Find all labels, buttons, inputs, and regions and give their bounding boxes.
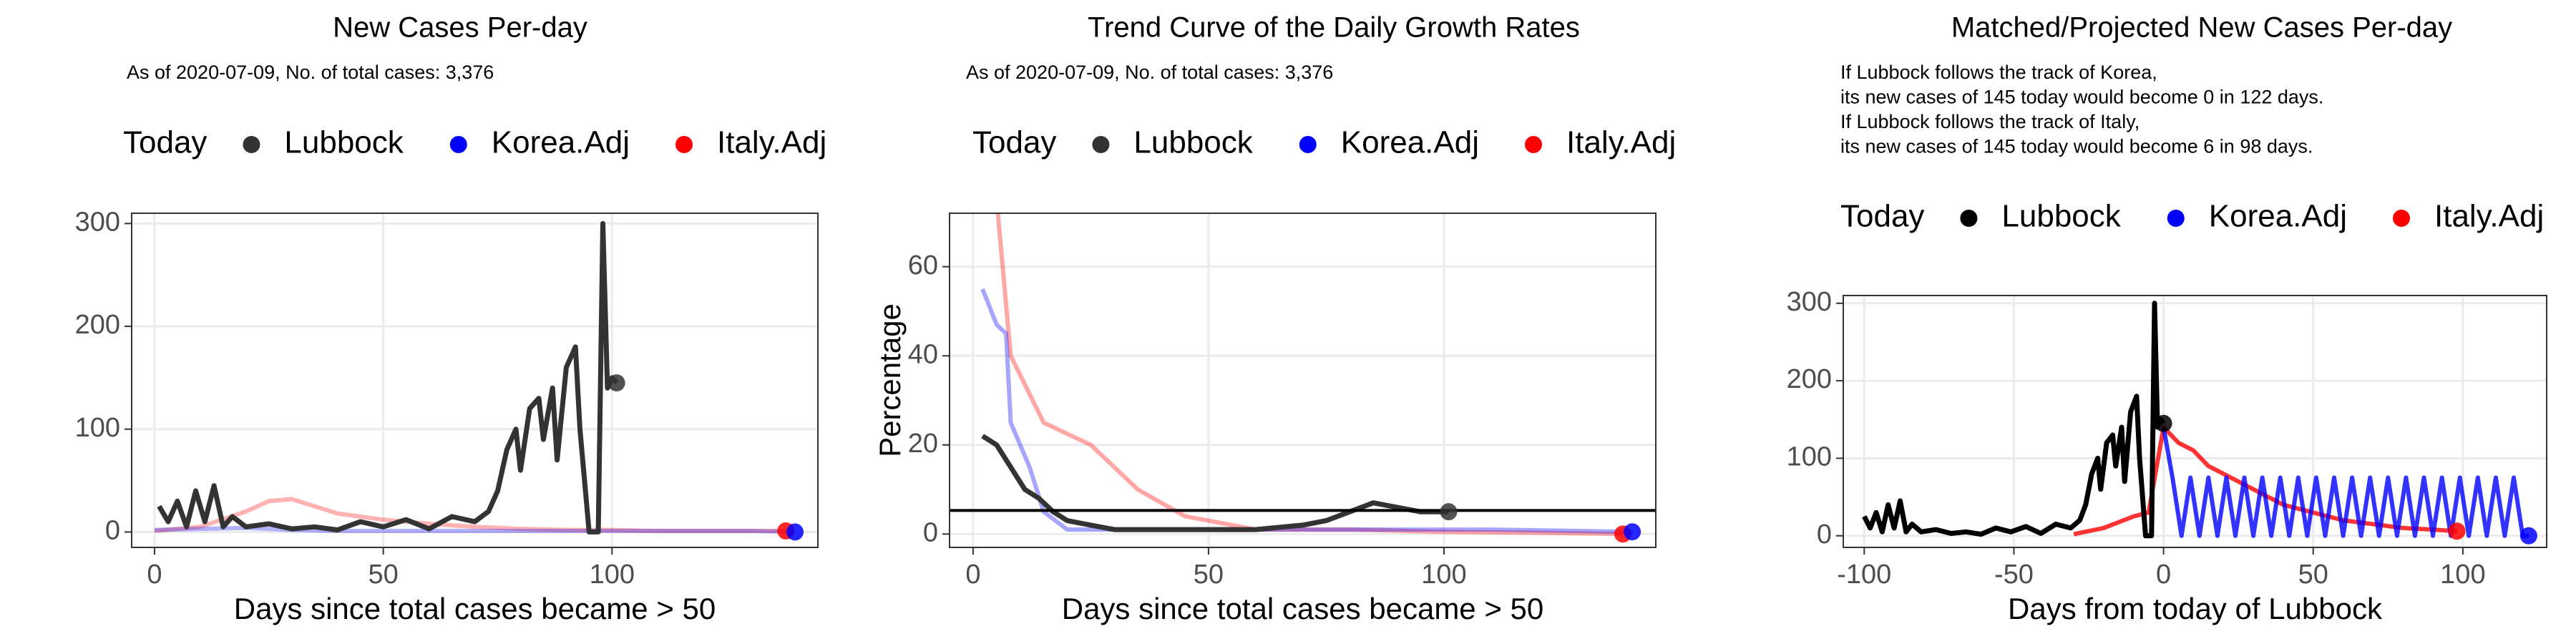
- legend-label: Korea.Adj: [2209, 199, 2347, 234]
- x-tick-label: 0: [2156, 560, 2171, 590]
- series-line: [154, 525, 796, 535]
- note: its new cases of 145 today would become …: [1840, 87, 2323, 108]
- series-line: [1862, 301, 2166, 539]
- plot-border: [1843, 295, 2547, 548]
- y-tick-label: 40: [908, 339, 938, 369]
- legend-marker: [675, 136, 693, 153]
- x-tick-label: -50: [1994, 560, 2034, 590]
- plot-border: [949, 213, 1657, 548]
- y-axis-label: Percentage: [873, 303, 907, 457]
- legend-label: Korea.Adj: [1341, 125, 1479, 160]
- legend-marker: [1525, 136, 1543, 153]
- x-tick-label: 50: [2298, 560, 2328, 590]
- legend-marker: [2393, 210, 2411, 227]
- y-tick-label: 200: [75, 310, 120, 340]
- today-point: [608, 374, 625, 392]
- subtitle: As of 2020-07-09, No. of total cases: 3,…: [127, 62, 494, 83]
- legend-label: Lubbock: [2001, 199, 2121, 234]
- x-tick-label: 100: [590, 560, 635, 590]
- legend-title: Today: [1840, 199, 1924, 234]
- series-line: [995, 213, 1623, 537]
- x-tick-label: 0: [965, 560, 980, 590]
- legend-title: Today: [972, 125, 1056, 160]
- plot-border: [131, 213, 819, 548]
- y-tick-label: 60: [908, 250, 938, 280]
- legend-label: Korea.Adj: [492, 125, 630, 160]
- x-tick-label: 100: [2440, 560, 2485, 590]
- y-tick-label: 0: [923, 517, 938, 547]
- note: If Lubbock follows the track of Italy,: [1840, 111, 2140, 132]
- x-tick-label: 50: [368, 560, 398, 590]
- series-line: [157, 220, 619, 535]
- legend-marker: [1960, 210, 1978, 227]
- y-tick-label: 0: [105, 515, 120, 545]
- y-tick-label: 300: [1787, 287, 1832, 317]
- chart-title: Matched/Projected New Cases Per-day: [1951, 12, 2452, 44]
- x-axis-label: Days since total cases became > 50: [1062, 592, 1544, 625]
- chart-title: New Cases Per-day: [333, 12, 587, 44]
- y-tick-label: 20: [908, 429, 938, 459]
- today-point: [1624, 523, 1641, 541]
- legend-label: Lubbock: [284, 125, 404, 160]
- x-axis-label: Days since total cases became > 50: [234, 592, 716, 625]
- note: If Lubbock follows the track of Korea,: [1840, 62, 2157, 83]
- x-tick-label: 0: [147, 560, 162, 590]
- x-tick-label: 100: [1421, 560, 1466, 590]
- y-tick-label: 300: [75, 207, 120, 237]
- plot-background: [132, 213, 818, 547]
- chart-title: Trend Curve of the Daily Growth Rates: [1088, 12, 1580, 44]
- legend-title: Today: [123, 125, 207, 160]
- legend-marker: [1299, 136, 1317, 153]
- today-point: [1440, 503, 1458, 521]
- x-tick-label: -100: [1837, 560, 1891, 590]
- legend-marker: [2167, 210, 2185, 227]
- y-tick-label: 100: [75, 413, 120, 443]
- plot-background: [950, 213, 1656, 547]
- legend-marker: [243, 136, 260, 153]
- subtitle: As of 2020-07-09, No. of total cases: 3,…: [966, 62, 1333, 83]
- y-tick-label: 100: [1787, 441, 1832, 472]
- y-tick-label: 200: [1787, 364, 1832, 394]
- note: its new cases of 145 today would become …: [1840, 136, 2313, 157]
- x-axis-label: Days from today of Lubbock: [2008, 592, 2383, 625]
- legend-label: Italy.Adj: [717, 125, 826, 160]
- today-point: [786, 523, 804, 541]
- x-tick-label: 50: [1194, 560, 1224, 590]
- legend-marker: [449, 136, 467, 153]
- series-line: [2161, 426, 2529, 538]
- series-line: [981, 434, 1449, 532]
- y-tick-label: 0: [1817, 519, 1832, 550]
- legend-label: Italy.Adj: [2434, 199, 2544, 234]
- legend-marker: [1092, 136, 1110, 153]
- legend-label: Italy.Adj: [1566, 125, 1676, 160]
- today-point: [2519, 527, 2537, 545]
- legend-label: Lubbock: [1133, 125, 1253, 160]
- today-point: [2448, 522, 2466, 540]
- series-line: [980, 288, 1633, 535]
- today-point: [2155, 414, 2172, 432]
